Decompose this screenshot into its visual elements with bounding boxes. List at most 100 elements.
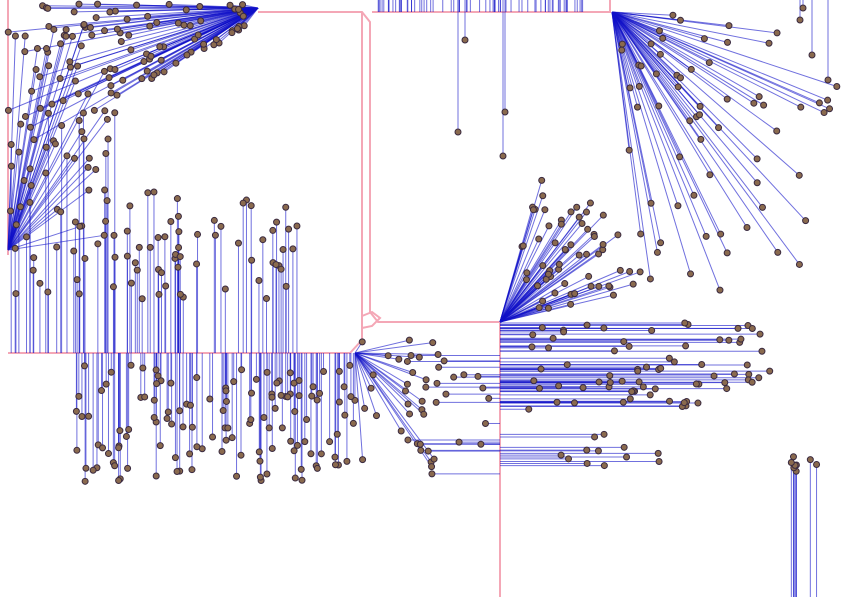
node [301, 438, 309, 446]
edge [7, 48, 48, 251]
edges [7, 0, 837, 597]
node [555, 382, 563, 390]
node [150, 188, 158, 196]
node [655, 27, 663, 35]
node [131, 259, 139, 267]
edge [611, 11, 673, 16]
edge [7, 209, 58, 251]
node [76, 222, 84, 230]
edge [7, 169, 97, 251]
node [234, 239, 242, 247]
node [92, 14, 100, 22]
node [734, 324, 742, 332]
node [620, 443, 628, 451]
node [176, 290, 184, 298]
node [725, 336, 733, 344]
node [74, 62, 82, 70]
node [789, 453, 797, 461]
node [750, 99, 758, 107]
node [138, 295, 146, 303]
edge [7, 36, 67, 251]
edge [354, 352, 364, 460]
node [124, 464, 132, 472]
node [155, 290, 163, 298]
node [595, 378, 603, 386]
node [6, 207, 14, 215]
node [193, 443, 201, 451]
node [4, 28, 12, 36]
node [286, 369, 294, 377]
edge [611, 11, 721, 291]
node [101, 27, 109, 35]
node [115, 444, 123, 452]
node [297, 465, 305, 473]
node [133, 266, 141, 274]
node [384, 352, 392, 360]
node [172, 59, 180, 67]
node [110, 231, 118, 239]
node [724, 38, 732, 46]
node [434, 350, 442, 358]
node [529, 331, 537, 339]
node [406, 410, 414, 418]
node [224, 424, 232, 432]
edge [354, 352, 408, 385]
node [255, 276, 263, 284]
node [723, 385, 731, 393]
node [635, 82, 643, 90]
edge [611, 11, 764, 106]
node [787, 459, 795, 467]
edge [7, 65, 79, 251]
node [397, 427, 405, 435]
node [417, 446, 425, 454]
edge [130, 7, 259, 51]
node [36, 279, 44, 287]
node [26, 123, 34, 131]
node [222, 436, 230, 444]
node [27, 182, 35, 190]
node [595, 282, 603, 290]
node [748, 325, 756, 333]
node [117, 37, 125, 45]
node [193, 260, 201, 268]
node [567, 208, 575, 216]
node [73, 276, 81, 284]
node [84, 163, 92, 171]
node [100, 67, 108, 75]
node [239, 1, 247, 9]
node [428, 463, 436, 471]
node [103, 115, 111, 123]
node [625, 342, 633, 350]
node [248, 256, 256, 264]
node [50, 25, 58, 33]
node [222, 397, 230, 405]
node [335, 398, 343, 406]
node [721, 379, 729, 387]
node [429, 339, 437, 347]
node [538, 176, 546, 184]
node [72, 407, 80, 415]
node [539, 262, 547, 270]
node [433, 379, 441, 387]
node [647, 199, 655, 207]
node [71, 77, 79, 85]
node [123, 252, 131, 260]
node [206, 395, 214, 403]
node [111, 109, 119, 117]
node [826, 105, 834, 113]
node [404, 436, 412, 444]
node [163, 415, 171, 423]
node [748, 378, 756, 386]
node [183, 51, 191, 59]
node [219, 407, 227, 415]
node [247, 416, 255, 424]
node [760, 101, 768, 109]
node [723, 249, 731, 257]
node [628, 388, 636, 396]
node [186, 401, 194, 409]
node [544, 304, 552, 312]
node [66, 58, 74, 66]
node [221, 285, 229, 293]
edge [499, 209, 546, 323]
node [268, 393, 276, 401]
